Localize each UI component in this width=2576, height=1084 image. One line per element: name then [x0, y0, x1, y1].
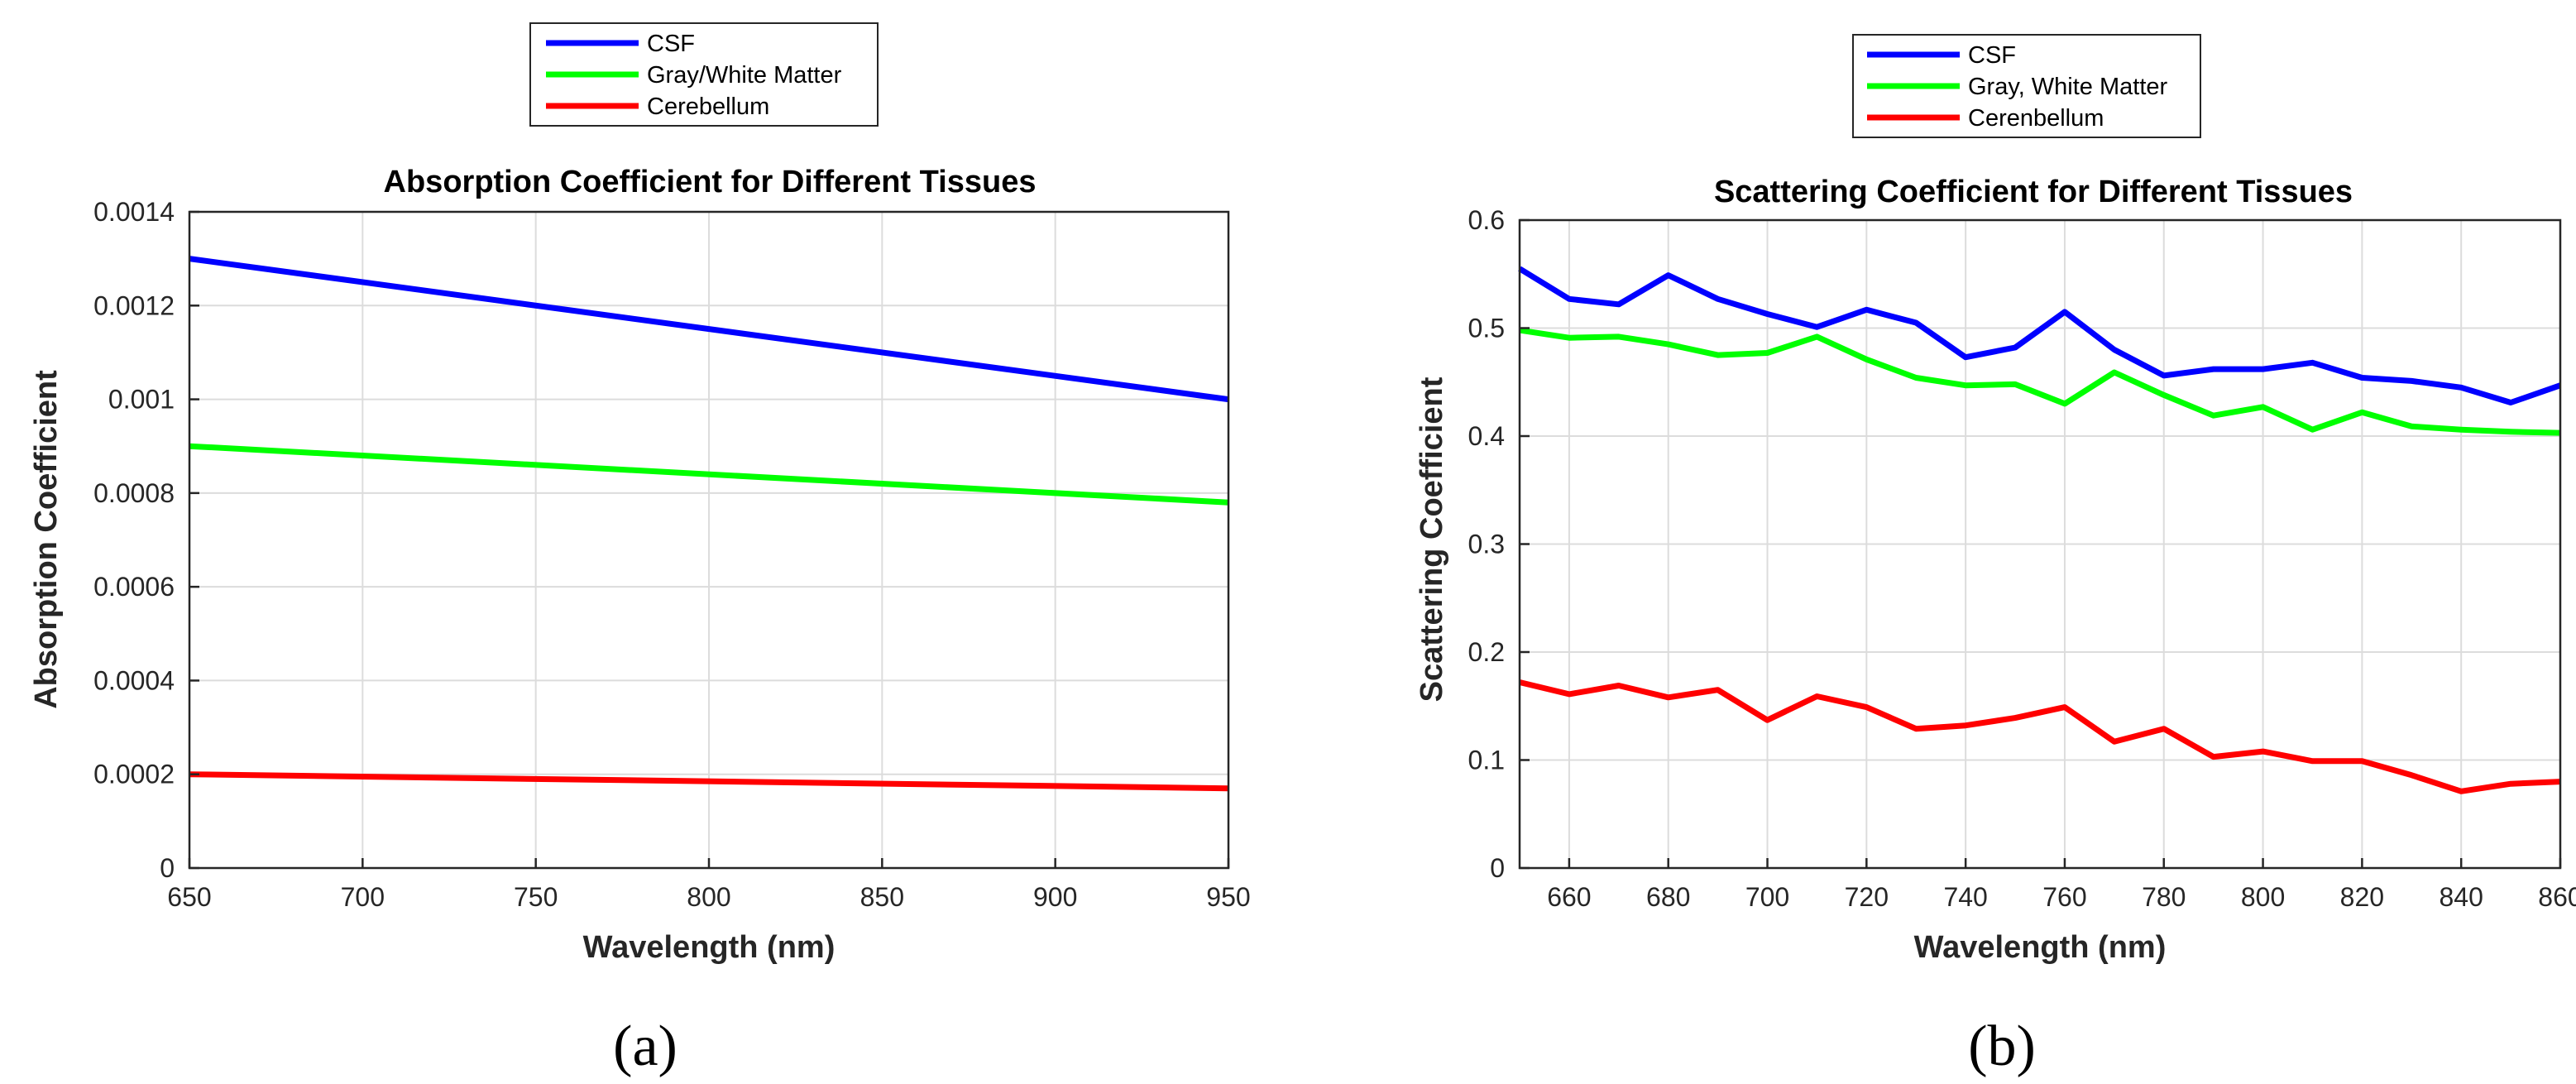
- x-tick-label: 720: [1845, 882, 1889, 912]
- chart-panel-a: CSF Gray/White Matter Cerebellum Absorptio…: [29, 22, 1251, 1078]
- y-tick-label: 0.2: [1468, 637, 1505, 667]
- x-tick-label: 700: [341, 882, 385, 912]
- x-tick-label: 820: [2340, 882, 2384, 912]
- x-axis-label-b: Wavelength (nm): [1914, 930, 2167, 965]
- x-tick-label: 860: [2538, 882, 2576, 912]
- legend-label: Gray/White Matter: [647, 62, 842, 89]
- series-line-cerebellum: [189, 771, 1229, 792]
- x-tick-label: 750: [514, 882, 558, 912]
- legend-b: CSF Gray, White Matter Cerenbellum: [1867, 42, 2168, 132]
- legend-label: Cerebellum: [647, 94, 769, 120]
- x-tick-label: 950: [1206, 882, 1250, 912]
- x-tick-label: 780: [2142, 882, 2186, 912]
- x-tick-label: 850: [860, 882, 904, 912]
- chart-panel-b: CSF Gray, White Matter Cerenbellum Scatter…: [1415, 34, 2576, 1078]
- series-line-csf: [189, 256, 1229, 403]
- y-tick-label: 0.001: [108, 385, 175, 415]
- y-tick-label: 0.4: [1468, 421, 1505, 451]
- x-tick-label: 700: [1745, 882, 1789, 912]
- x-ticks-b: 660 680 700 720 740 760 780 800 820 840 860: [1547, 858, 2576, 912]
- caption-a: (a): [613, 1014, 678, 1078]
- y-axis-label-b: Scattering Coefficient: [1415, 377, 1449, 702]
- legend-label: Cerenbellum: [1968, 105, 2104, 132]
- x-tick-label: 800: [2241, 882, 2285, 912]
- y-tick-label: 0.6: [1468, 205, 1505, 235]
- y-tick-label: 0.0002: [93, 760, 175, 789]
- x-tick-label: 840: [2439, 882, 2483, 912]
- series-line-gray-white-matter: [189, 443, 1229, 506]
- y-tick-label: 0.3: [1468, 530, 1505, 559]
- caption-b: (b): [1968, 1014, 2036, 1078]
- grid-a: [189, 211, 1229, 869]
- x-tick-label: 680: [1646, 882, 1690, 912]
- y-tick-label: 0: [1490, 853, 1505, 883]
- series-line-cerenbellum: [1519, 679, 2561, 794]
- x-tick-label: 760: [2042, 882, 2086, 912]
- y-tick-label: 0.0004: [93, 665, 175, 695]
- legend-label: CSF: [647, 31, 695, 57]
- x-tick-label: 740: [1943, 882, 1987, 912]
- series-line-gray-white-matter: [1519, 327, 2561, 436]
- y-tick-label: 0.1: [1468, 746, 1505, 775]
- y-tick-label: 0.5: [1468, 314, 1505, 343]
- y-tick-label: 0.0014: [93, 197, 175, 227]
- series-group-b: [1518, 266, 2562, 794]
- series-line-csf: [1518, 266, 2562, 405]
- chart-title-b: Scattering Coefficient for Different Tis…: [1714, 175, 2353, 209]
- x-tick-label: 800: [687, 882, 730, 912]
- legend-label: Gray, White Matter: [1968, 74, 2168, 100]
- x-tick-label: 650: [167, 882, 211, 912]
- y-axis-label-a: Absorption Coefficient: [29, 370, 64, 709]
- x-tick-label: 660: [1547, 882, 1591, 912]
- x-axis-label-a: Wavelength (nm): [583, 930, 836, 965]
- chart-title-a: Absorption Coefficient for Different Tis…: [384, 165, 1037, 199]
- legend-a: CSF Gray/White Matter Cerebellum: [546, 31, 842, 120]
- y-tick-label: 0.0008: [93, 478, 175, 508]
- series-group-a: [189, 256, 1229, 792]
- y-tick-label: 0.0012: [93, 290, 175, 320]
- y-ticks-a: 0 0.0002 0.0004 0.0006 0.0008 0.001 0.0012 0.00…: [93, 197, 199, 883]
- legend-label: CSF: [1968, 42, 2016, 69]
- y-ticks-b: 0 0.1 0.2 0.3 0.4 0.5 0.6: [1468, 205, 1530, 883]
- x-tick-label: 900: [1033, 882, 1077, 912]
- y-tick-label: 0: [160, 853, 175, 883]
- x-ticks-a: 650 700 750 800 850 900 950: [167, 858, 1251, 912]
- y-tick-label: 0.0006: [93, 572, 175, 602]
